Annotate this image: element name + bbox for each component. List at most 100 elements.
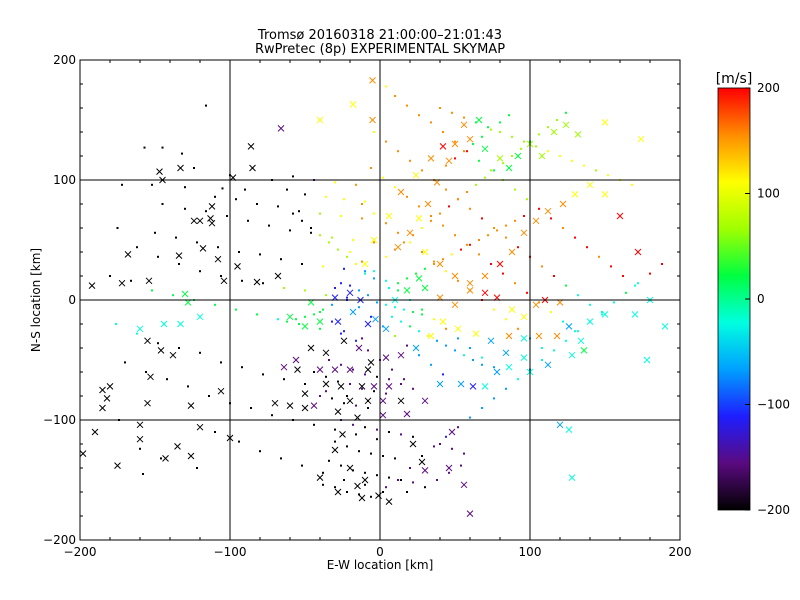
scatter-point-x bbox=[421, 284, 429, 292]
scatter-point-dot bbox=[361, 387, 363, 390]
scatter-point-dot bbox=[361, 217, 363, 220]
scatter-point-x bbox=[472, 330, 480, 337]
scatter-point-dot bbox=[325, 195, 327, 198]
scatter-point-dot bbox=[370, 167, 372, 169]
scatter-point-dot bbox=[154, 231, 156, 234]
colorbar-tick-label: −200 bbox=[757, 503, 790, 517]
scatter-point-dot bbox=[385, 85, 387, 88]
x-tick-label: 0 bbox=[376, 545, 384, 559]
scatter-point-dot bbox=[574, 330, 576, 333]
scatter-point-dot bbox=[409, 467, 411, 469]
scatter-point-x bbox=[364, 366, 372, 373]
scatter-point-dot bbox=[256, 313, 258, 316]
scatter-point-dot bbox=[373, 241, 375, 244]
scatter-point-dot bbox=[340, 464, 342, 467]
scatter-point-dot bbox=[334, 440, 336, 443]
scatter-point-dot bbox=[346, 395, 348, 397]
scatter-point-dot bbox=[421, 251, 423, 253]
scatter-point-dot bbox=[451, 253, 453, 256]
scatter-point-dot bbox=[376, 438, 378, 441]
scatter-point-dot bbox=[334, 486, 336, 489]
scatter-point-x bbox=[436, 380, 444, 388]
scatter-point-dot bbox=[445, 270, 447, 273]
scatter-point-x bbox=[385, 498, 393, 505]
scatter-point-dot bbox=[151, 289, 153, 292]
scatter-point-dot bbox=[454, 234, 456, 237]
scatter-point-dot bbox=[415, 272, 417, 275]
scatter-point-dot bbox=[298, 323, 300, 325]
plot-gridlines bbox=[80, 60, 680, 540]
scatter-point-dot bbox=[310, 231, 312, 234]
scatter-point-dot bbox=[400, 479, 402, 481]
scatter-point-x bbox=[286, 313, 294, 321]
scatter-point-x bbox=[234, 263, 241, 270]
scatter-point-dot bbox=[331, 320, 333, 323]
scatter-point-dot bbox=[235, 308, 237, 311]
scatter-point-x bbox=[493, 368, 501, 376]
scatter-point-dot bbox=[334, 181, 336, 184]
scatter-point-dot bbox=[523, 215, 525, 217]
chart-title: Tromsø 20160318 21:00:00–21:01:43 bbox=[257, 28, 502, 43]
scatter-point-dot bbox=[637, 282, 639, 285]
scatter-point-dot bbox=[322, 265, 324, 268]
scatter-point-dot bbox=[346, 445, 348, 448]
scatter-point-x bbox=[88, 282, 96, 289]
scatter-point-dot bbox=[376, 428, 378, 431]
scatter-point-dot bbox=[385, 222, 387, 225]
scatter-point-dot bbox=[505, 236, 507, 239]
scatter-point-dot bbox=[430, 219, 432, 222]
scatter-point-x bbox=[403, 287, 411, 294]
scatter-point-dot bbox=[334, 287, 336, 289]
scatter-point-x bbox=[99, 386, 106, 394]
scatter-point-dot bbox=[565, 284, 567, 287]
scatter-point-dot bbox=[340, 363, 342, 366]
scatter-point-dot bbox=[337, 380, 339, 383]
scatter-point-dot bbox=[511, 135, 513, 138]
scatter-point-dot bbox=[448, 205, 450, 208]
scatter-point-dot bbox=[469, 416, 471, 419]
scatter-point-dot bbox=[373, 131, 375, 133]
scatter-point-x bbox=[331, 446, 339, 454]
scatter-point-x bbox=[331, 366, 339, 373]
scatter-point-dot bbox=[340, 215, 342, 217]
scatter-point-dot bbox=[361, 260, 363, 263]
scatter-point-dot bbox=[205, 104, 207, 107]
scatter-point-dot bbox=[376, 474, 378, 477]
scatter-point-dot bbox=[304, 315, 306, 318]
scatter-point-x bbox=[421, 467, 429, 474]
scatter-point-dot bbox=[394, 186, 396, 189]
scatter-point-dot bbox=[505, 318, 507, 321]
scatter-point-x bbox=[439, 318, 447, 325]
scatter-point-x bbox=[439, 143, 447, 150]
scatter-point-dot bbox=[143, 146, 146, 149]
scatter-point-x bbox=[99, 404, 106, 412]
x-tick-label: −200 bbox=[64, 545, 97, 559]
scatter-point-dot bbox=[346, 296, 348, 299]
scatter-point-dot bbox=[508, 114, 510, 117]
scatter-point-x bbox=[369, 77, 376, 84]
scatter-point-x bbox=[550, 128, 558, 136]
scatter-point-dot bbox=[418, 114, 420, 117]
scatter-point-dot bbox=[430, 121, 432, 124]
scatter-point-x bbox=[496, 155, 504, 162]
scatter-point-x bbox=[156, 168, 163, 175]
scatter-point-dot bbox=[268, 224, 270, 227]
scatter-point-dot bbox=[490, 169, 492, 172]
scatter-point-dot bbox=[328, 459, 330, 462]
scatter-point-x bbox=[637, 135, 645, 143]
scatter-point-dot bbox=[412, 311, 414, 313]
scatter-point-dot bbox=[595, 169, 597, 172]
scatter-point-dot bbox=[454, 157, 456, 160]
scatter-point-x bbox=[187, 452, 195, 460]
scatter-point-dot bbox=[172, 294, 174, 297]
scatter-point-x bbox=[174, 443, 181, 450]
scatter-point-dot bbox=[541, 347, 543, 349]
scatter-point-dot bbox=[193, 167, 195, 169]
scatter-point-x bbox=[370, 383, 378, 390]
scatter-point-x bbox=[349, 308, 357, 316]
scatter-point-dot bbox=[220, 361, 222, 364]
scatter-point-x bbox=[535, 332, 543, 340]
scatter-point-dot bbox=[562, 227, 564, 229]
scatter-point-x bbox=[451, 301, 459, 309]
scatter-point-x bbox=[355, 344, 363, 352]
